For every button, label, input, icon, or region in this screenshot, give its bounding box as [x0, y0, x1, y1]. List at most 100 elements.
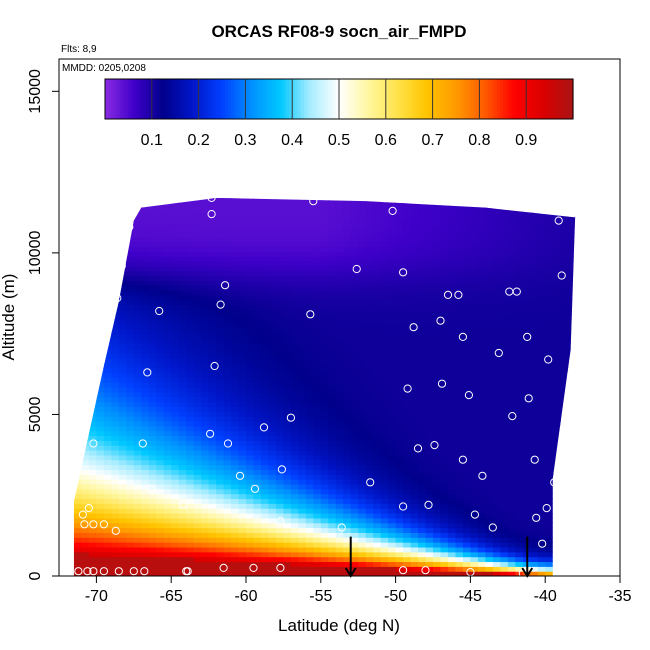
heatmap-cell — [178, 217, 187, 223]
heatmap-cell — [447, 236, 457, 243]
heatmap-cell — [343, 314, 352, 320]
heatmap-cell — [365, 551, 374, 558]
heatmap-cell — [410, 449, 419, 456]
heatmap-cell — [126, 537, 135, 543]
heatmap-cell — [73, 556, 83, 563]
heatmap-cell — [193, 561, 202, 567]
heatmap-cell — [328, 532, 337, 538]
heatmap-cell — [231, 299, 240, 306]
heatmap-cell — [500, 188, 508, 193]
heatmap-cell — [141, 493, 150, 500]
heatmap-cell — [253, 474, 262, 480]
heatmap-cell — [88, 212, 97, 218]
heatmap-cell — [216, 314, 225, 320]
heatmap-cell — [298, 488, 307, 495]
heatmap-cell — [275, 275, 284, 281]
heatmap-cell — [380, 323, 389, 330]
heatmap-cell — [208, 231, 217, 238]
heatmap-cell — [201, 556, 210, 563]
heatmap-cell — [425, 551, 434, 558]
heatmap-cell — [358, 275, 367, 281]
heatmap-cell — [477, 425, 486, 432]
heatmap-cell — [313, 493, 322, 500]
heatmap-cell — [388, 512, 397, 519]
heatmap-cell — [216, 270, 225, 277]
heatmap-cell — [208, 304, 217, 311]
heatmap-cell — [141, 338, 150, 344]
heatmap-cell — [208, 285, 217, 291]
heatmap-cell — [231, 328, 240, 335]
heatmap-cell — [238, 260, 247, 267]
heatmap-cell — [223, 260, 232, 267]
heatmap-cell — [425, 459, 434, 466]
heatmap-cell — [350, 406, 359, 412]
heatmap-cell — [455, 212, 464, 218]
heatmap-cell — [522, 323, 531, 330]
heatmap-cell — [343, 362, 352, 369]
heatmap-cell — [343, 328, 352, 335]
heatmap-cell — [275, 299, 284, 306]
heatmap-cell — [253, 498, 262, 504]
heatmap-cell — [260, 362, 270, 369]
heatmap-cell — [328, 197, 337, 199]
heatmap-cell — [507, 440, 516, 446]
heatmap-cell — [373, 362, 382, 369]
heatmap-cell — [283, 469, 292, 475]
heatmap-cell — [156, 231, 165, 238]
heatmap-cell — [178, 275, 187, 281]
heatmap-cell — [141, 304, 150, 311]
heatmap-cell — [103, 411, 112, 417]
heatmap-cell — [171, 488, 180, 495]
heatmap-cell — [133, 246, 142, 252]
heatmap-cell — [231, 314, 240, 320]
heatmap-cell — [103, 241, 112, 248]
heatmap-cell — [260, 440, 270, 446]
heatmap-cell — [163, 212, 172, 218]
heatmap-cell — [73, 260, 75, 267]
heatmap-cell — [358, 532, 367, 538]
heatmap-cell — [193, 508, 202, 514]
heatmap-cell — [89, 188, 97, 193]
heatmap-cell — [343, 435, 352, 441]
heatmap-cell — [440, 280, 449, 286]
heatmap-cell — [268, 188, 276, 193]
heatmap-cell — [373, 517, 382, 524]
heatmap-cell — [81, 367, 90, 374]
heatmap-cell — [73, 377, 75, 383]
heatmap-cell — [530, 532, 539, 538]
heatmap-cell — [275, 231, 284, 238]
heatmap-cell — [156, 532, 165, 538]
heatmap-cell — [477, 474, 486, 480]
heatmap-cell — [193, 357, 202, 364]
heatmap-cell — [515, 246, 524, 252]
heatmap-cell — [126, 522, 135, 529]
heatmap-cell — [350, 488, 359, 495]
heatmap-cell — [253, 508, 262, 514]
heatmap-cell — [500, 449, 509, 456]
heatmap-cell — [455, 372, 464, 378]
heatmap-cell — [208, 256, 217, 262]
heatmap-cell — [492, 512, 501, 519]
heatmap-cell — [507, 362, 516, 369]
heatmap-cell — [313, 382, 322, 388]
heatmap-cell — [343, 188, 351, 193]
heatmap-cell — [380, 537, 389, 543]
heatmap-cell — [462, 202, 471, 209]
heatmap-cell — [81, 440, 90, 446]
heatmap-cell — [410, 440, 419, 446]
heatmap-cell — [275, 236, 284, 243]
heatmap-cell — [275, 270, 284, 277]
heatmap-cell — [507, 217, 516, 223]
heatmap-cell — [148, 474, 157, 480]
heatmap-cell — [216, 420, 225, 427]
heatmap-cell — [283, 537, 292, 543]
heatmap-cell — [126, 571, 135, 576]
heatmap-cell — [350, 362, 359, 369]
heatmap-cell — [81, 474, 90, 480]
heatmap-cell — [470, 517, 479, 524]
heatmap-cell — [260, 551, 270, 558]
heatmap-cell — [320, 362, 329, 369]
heatmap-cell — [500, 517, 509, 524]
heatmap-cell — [380, 275, 389, 281]
heatmap-cell — [305, 512, 314, 519]
